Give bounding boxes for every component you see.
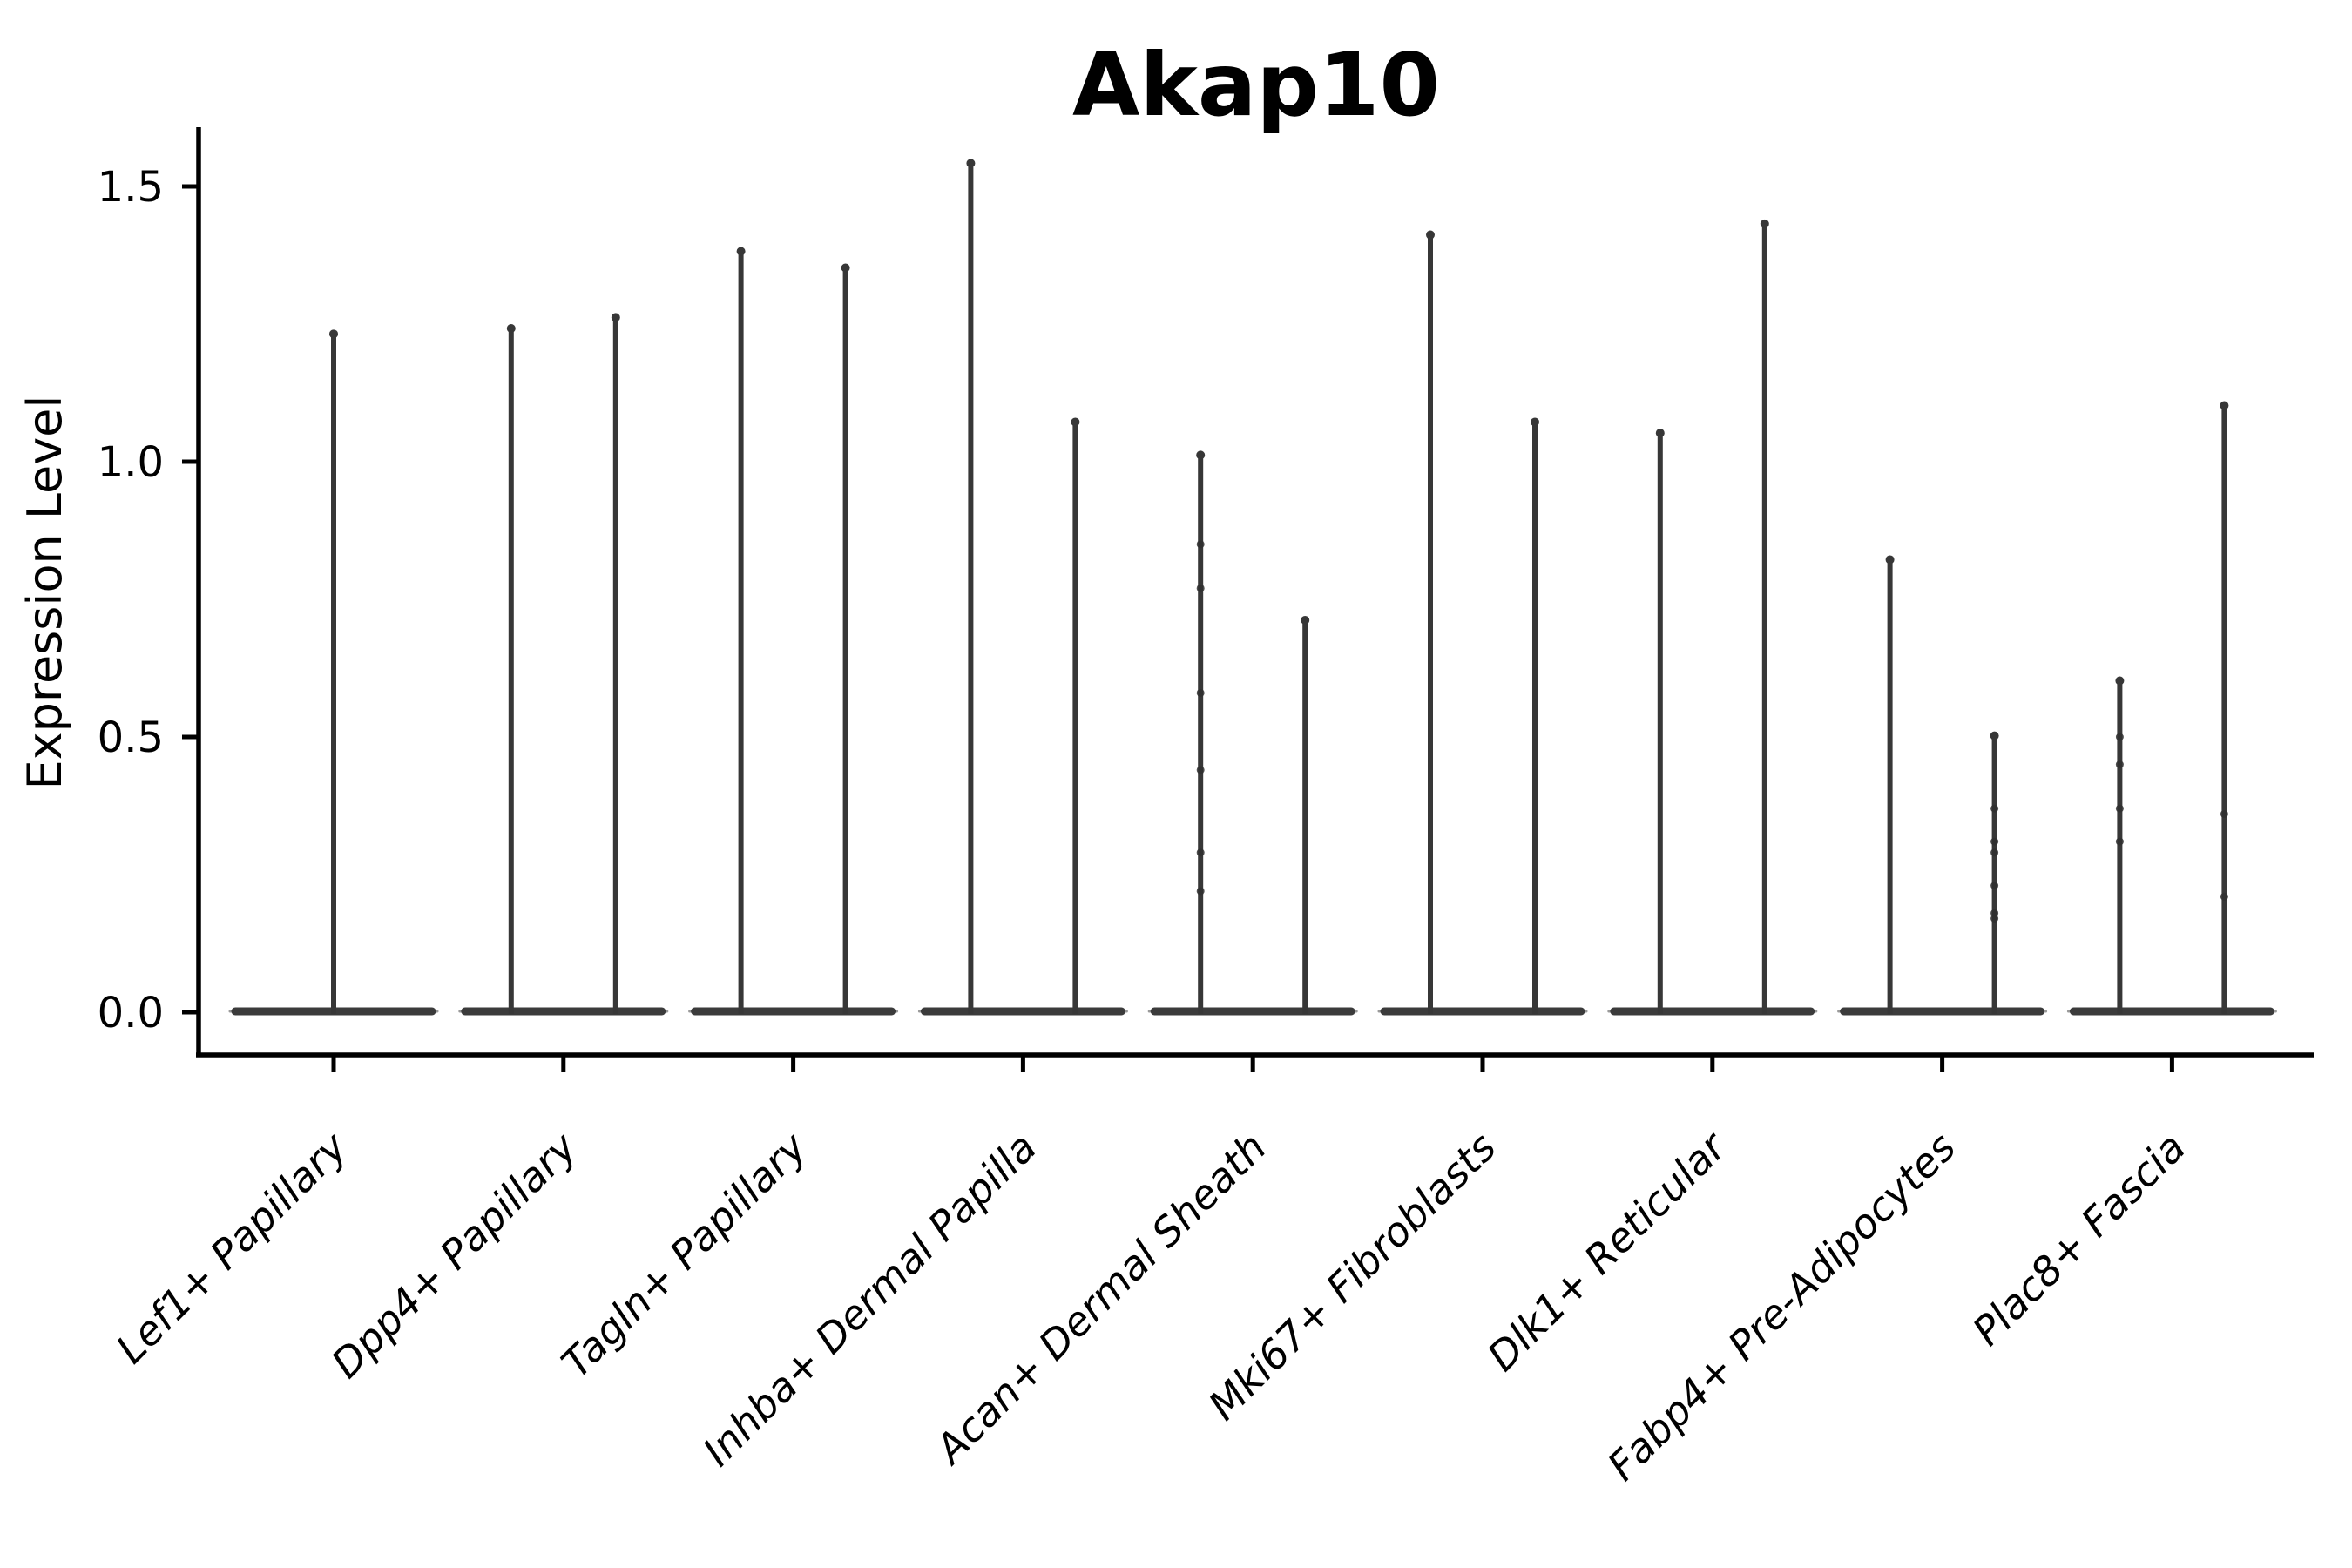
chart-title: Akap10 <box>1072 34 1440 136</box>
violin-max-point <box>1655 429 1665 438</box>
cell-point <box>2115 804 2124 813</box>
y-axis-label: Expression Level <box>17 395 72 790</box>
violin-max-point <box>506 324 516 333</box>
cell-point <box>2220 809 2228 818</box>
x-axis-category-label: Dlk1+ Reticular <box>1478 1121 1737 1380</box>
cell-point <box>1990 848 1999 857</box>
violin-max-point <box>1426 230 1435 240</box>
violin-max-point <box>1760 219 1769 228</box>
cell-point <box>1196 766 1205 774</box>
violin-max-point <box>1196 450 1206 460</box>
violin-max-point <box>966 159 976 168</box>
violin-max-point <box>1990 731 1999 740</box>
violin-max-point <box>841 263 850 273</box>
x-axis-category-label: Dpp4+ Papillary <box>322 1123 586 1387</box>
cell-point <box>1196 848 1205 857</box>
violin-max-point <box>1531 417 1539 427</box>
cell-point <box>1990 837 1999 846</box>
cell-point <box>2115 760 2124 769</box>
violin-max-point <box>2220 401 2229 410</box>
cell-point <box>1990 909 1999 917</box>
violin-max-point <box>2115 676 2125 686</box>
cell-point <box>1196 688 1205 697</box>
y-tick-label: 0.5 <box>98 713 164 762</box>
y-tick-label: 0.0 <box>98 989 164 1037</box>
cell-point <box>1990 915 1999 923</box>
x-axis-category-label: Tagln+ Papillary <box>552 1123 816 1387</box>
cell-point <box>1990 882 1999 890</box>
violin-max-point <box>736 247 746 256</box>
x-axis-category-label: Lef1+ Papillary <box>107 1123 356 1372</box>
violin-max-point <box>1301 615 1310 625</box>
cell-point <box>2115 837 2124 846</box>
cell-point <box>2115 733 2124 741</box>
violins-group <box>228 159 2277 1016</box>
violin-max-point <box>329 329 338 339</box>
cell-point <box>1196 887 1205 896</box>
cell-point <box>2220 892 2228 901</box>
x-axis-category-label: Plac8+ Fascia <box>1963 1124 2194 1355</box>
y-tick-label: 1.5 <box>98 163 164 212</box>
cell-point <box>1990 804 1999 813</box>
violin-max-point <box>1885 555 1895 564</box>
violin-max-point <box>611 313 620 322</box>
cell-point <box>1196 540 1205 549</box>
y-tick-label: 1.0 <box>98 438 164 487</box>
cell-point <box>1196 584 1205 592</box>
violin-max-point <box>1071 417 1080 427</box>
